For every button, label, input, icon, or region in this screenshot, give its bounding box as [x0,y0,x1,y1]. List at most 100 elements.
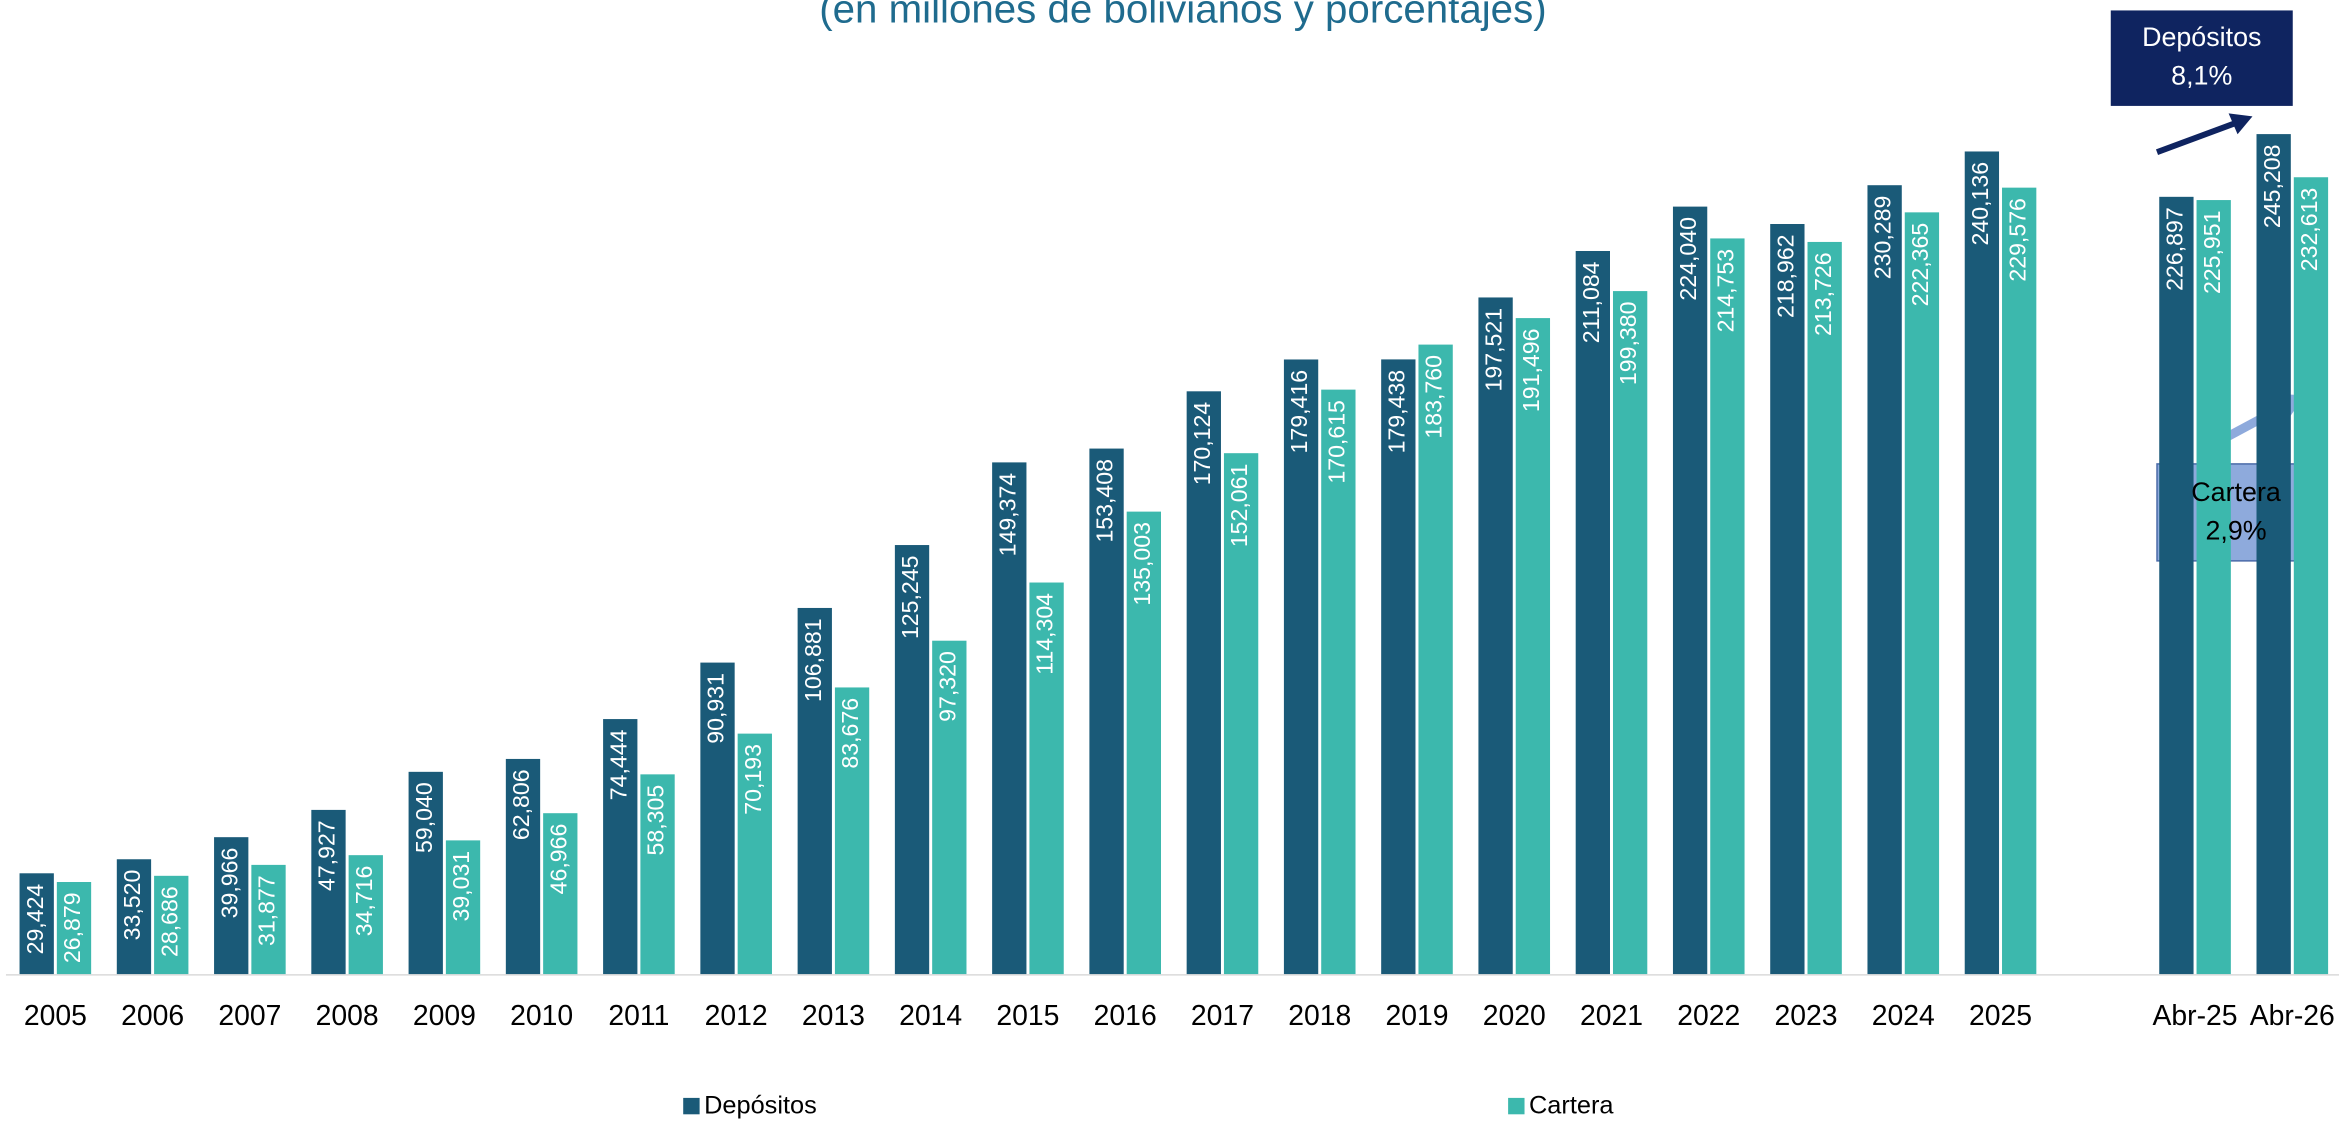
value-label: 70,193 [740,744,766,815]
x-tick-label: Abr-26 [2250,1000,2335,1032]
value-label: 97,320 [934,651,960,722]
value-label: 230,289 [1870,196,1896,280]
chart-subtitle: (en millones de bolivianos y porcentajes… [819,0,1546,32]
value-label: 74,444 [605,729,631,800]
value-label: 46,966 [545,824,571,895]
annotation-text: 2,9% [2205,516,2266,546]
value-label: 149,374 [994,473,1020,557]
x-tick-label: 2023 [1774,1000,1837,1032]
value-label: 218,962 [1772,234,1798,318]
value-label: 135,003 [1129,522,1155,606]
bar [1867,185,1902,975]
bar [543,813,578,975]
bar [1223,453,1259,975]
bar [894,545,930,975]
value-label: 26,879 [59,892,85,963]
bar [1964,151,2000,975]
value-label: 34,716 [351,866,377,937]
bar [1672,206,1708,975]
value-label: 211,084 [1578,261,1604,343]
bar [445,840,481,975]
value-label: 125,245 [897,555,923,639]
value-label: 170,615 [1323,400,1349,484]
bar [1478,297,1513,975]
annotation-box [2110,10,2293,106]
bar [1126,511,1161,975]
value-label: 62,806 [508,769,534,840]
bar [19,873,54,975]
x-tick-label: 2020 [1483,1000,1546,1032]
bar [505,758,541,975]
bar [56,882,92,975]
value-label: 31,877 [254,875,280,946]
value-label: 114,304 [1032,593,1058,675]
value-label: 152,061 [1226,464,1252,548]
bar [797,607,832,975]
value-label: 28,686 [156,886,182,957]
x-tick-label: 2025 [1969,1000,2032,1032]
x-tick-label: 2012 [705,1000,768,1032]
value-label: 197,521 [1481,308,1507,392]
value-label: 224,040 [1675,217,1701,301]
x-tick-label: 2010 [510,1000,573,1032]
bar [2002,187,2037,975]
bar [348,855,383,975]
bar [214,837,249,975]
value-label: 199,380 [1615,302,1641,386]
x-tick-label: 2024 [1872,1000,1935,1032]
bar [1321,389,1356,975]
value-label: 213,726 [1810,252,1836,336]
value-label: 47,927 [314,820,340,891]
annotation-arrow [2155,119,2239,155]
annotation-text: 8,1% [2171,61,2232,91]
bar [1418,344,1453,975]
value-label: 240,136 [1967,162,1993,246]
bar [1904,212,1940,975]
bar [1381,359,1416,975]
bar [603,719,638,975]
bar [932,640,967,975]
bar [251,864,286,975]
value-label: 170,124 [1189,402,1215,486]
x-tick-label: 2017 [1191,1000,1254,1032]
annotation-arrowhead [2228,113,2253,135]
value-label: 191,496 [1518,329,1544,413]
value-label: 39,031 [448,851,474,922]
x-tick-label: 2005 [24,1000,87,1032]
value-label: 183,760 [1421,355,1447,439]
bar [1807,241,1842,975]
bar [1089,448,1124,975]
x-tick-label: 2006 [121,1000,184,1032]
value-label: 232,613 [2296,188,2322,272]
bar [1770,224,1805,975]
value-label: 153,408 [1092,459,1118,543]
value-label: 83,676 [837,698,863,769]
value-label: 179,416 [1286,370,1312,454]
bar [1283,359,1319,975]
x-tick-label: 2007 [218,1000,281,1032]
bar [408,771,443,975]
value-label: 214,753 [1713,249,1739,333]
legend-swatch [683,1097,700,1115]
value-label: 106,881 [800,618,826,702]
bar [1575,250,1611,975]
bar [2159,196,2194,975]
bar [640,774,675,975]
bar [992,462,1027,975]
bar [1710,238,1745,975]
value-label: 179,438 [1383,370,1409,454]
x-tick-label: 2008 [316,1000,379,1032]
annotation-text: Depósitos [2142,22,2261,52]
value-label: 229,576 [2004,198,2030,282]
value-label: 29,424 [22,884,48,955]
bar [311,809,346,975]
x-tick-label: 2015 [996,1000,1059,1032]
value-label: 90,931 [703,673,729,744]
bar [116,859,152,975]
x-tick-label: 2009 [413,1000,476,1032]
legend-swatch [1508,1097,1525,1115]
value-label: 226,897 [2162,207,2188,291]
x-tick-label: 2011 [608,1000,669,1032]
bar [700,662,735,975]
